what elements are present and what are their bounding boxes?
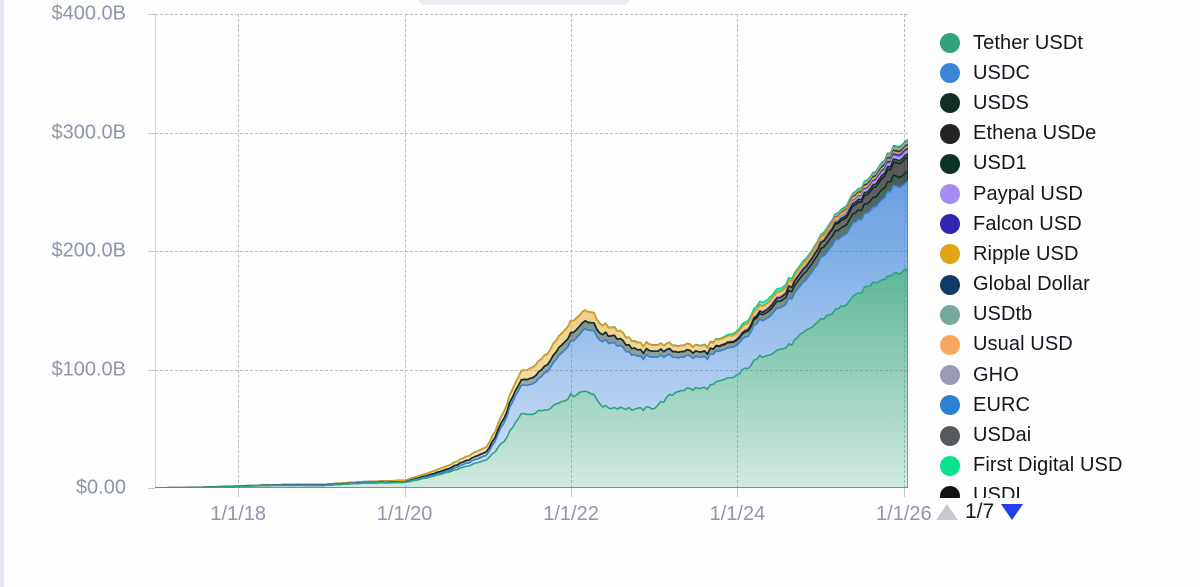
left-edge-strip xyxy=(0,0,4,587)
legend-color-dot xyxy=(940,425,960,446)
legend-item[interactable]: Tether USDt xyxy=(940,28,1190,58)
legend-color-dot xyxy=(940,274,960,295)
legend-item-label: USDS xyxy=(973,91,1029,114)
legend-item-label: USDai xyxy=(973,424,1032,447)
legend-item[interactable]: USDS xyxy=(940,88,1190,118)
x-tick-label: 1/1/18 xyxy=(210,503,267,525)
legend-item-label: Global Dollar xyxy=(973,273,1090,296)
legend-item-label: Falcon USD xyxy=(973,212,1082,235)
legend-item[interactable]: USDtb xyxy=(940,300,1190,330)
legend-item[interactable]: GHO xyxy=(940,360,1190,390)
legend-item-label: GHO xyxy=(973,363,1019,386)
x-tick-mark xyxy=(571,488,573,497)
clipped-toolbar-chip[interactable] xyxy=(418,0,630,5)
gridline-horizontal xyxy=(155,251,908,252)
x-axis-labels: 1/1/18 1/1/20 1/1/22 1/1/24 1/1/26 xyxy=(155,503,931,533)
x-tick-mark xyxy=(903,488,905,497)
gridline-vertical xyxy=(737,14,739,488)
gridline-horizontal xyxy=(155,14,908,15)
legend-page-indicator: 1/7 xyxy=(965,500,995,523)
plot-area[interactable] xyxy=(148,14,908,497)
y-tick-label: $300.0B xyxy=(51,121,126,143)
legend-color-dot xyxy=(940,304,960,325)
legend-item[interactable]: USD1 xyxy=(940,149,1190,179)
y-tick-mark xyxy=(148,132,155,134)
legend-color-dot xyxy=(940,153,960,174)
legend-item-label: USD1 xyxy=(973,152,1027,175)
legend-item[interactable]: Falcon USD xyxy=(940,209,1190,239)
triangle-up-icon[interactable] xyxy=(936,504,958,520)
legend-color-dot xyxy=(940,33,960,54)
legend-item-label: EURC xyxy=(973,393,1031,416)
x-tick-label: 1/1/22 xyxy=(543,503,599,525)
legend-item[interactable]: Ripple USD xyxy=(940,239,1190,269)
gridline-vertical xyxy=(404,14,406,488)
area-series xyxy=(155,268,908,488)
x-tick-label: 1/1/24 xyxy=(709,503,766,525)
y-tick-label: $200.0B xyxy=(51,239,126,262)
legend-item[interactable]: USDC xyxy=(940,58,1190,88)
legend-color-dot xyxy=(940,244,960,265)
legend-item[interactable]: Usual USD xyxy=(940,330,1190,360)
gridline-vertical xyxy=(571,14,573,488)
legend-item-label: Paypal USD xyxy=(973,182,1083,205)
y-tick-mark xyxy=(148,369,155,371)
x-tick-mark xyxy=(737,488,739,497)
legend-color-dot xyxy=(940,395,960,416)
legend-item-label: USDtb xyxy=(973,303,1033,326)
y-tick-mark xyxy=(148,488,155,489)
legend-color-dot xyxy=(940,123,960,144)
legend-color-dot xyxy=(940,214,960,235)
legend-color-dot xyxy=(940,63,960,84)
legend-item-label: First Digital USD xyxy=(973,454,1123,477)
legend-pagination[interactable]: 1/7 xyxy=(936,500,1024,524)
gridline-vertical xyxy=(238,14,240,488)
gridline-horizontal xyxy=(155,132,908,134)
legend-item-label: Usual USD xyxy=(973,333,1073,356)
legend-item-label: Tether USDt xyxy=(973,31,1084,54)
legend-item[interactable]: EURC xyxy=(940,390,1190,420)
legend-item-label: USDL xyxy=(973,484,1027,498)
y-tick-label: $400.0B xyxy=(51,2,126,25)
y-tick-mark xyxy=(148,251,155,252)
x-tick-mark xyxy=(404,488,406,497)
legend-color-dot xyxy=(940,365,960,386)
legend-color-dot xyxy=(940,455,960,476)
x-tick-label: 1/1/26 xyxy=(876,503,932,525)
y-tick-label: $100.0B xyxy=(51,358,126,380)
x-tick-mark xyxy=(238,488,240,497)
y-tick-mark xyxy=(148,14,155,15)
legend-color-dot xyxy=(940,485,960,498)
legend-item[interactable]: First Digital USD xyxy=(940,451,1190,481)
legend[interactable]: Tether USDt USDC USDS Ethena USDe USD1 Paypal… xyxy=(940,28,1190,498)
legend-color-dot xyxy=(940,334,960,355)
legend-item-label: USDC xyxy=(973,61,1031,84)
legend-item-label: Ethena USDe xyxy=(973,122,1097,145)
triangle-down-icon[interactable] xyxy=(1001,504,1024,520)
legend-item[interactable]: Ethena USDe xyxy=(940,119,1190,149)
legend-item-label: Ripple USD xyxy=(973,242,1079,265)
y-tick-label: $0.00 xyxy=(75,476,126,499)
legend-item[interactable]: Paypal USD xyxy=(940,179,1190,209)
legend-item[interactable]: Global Dollar xyxy=(940,270,1190,300)
stacked-area-series xyxy=(155,139,908,488)
legend-item[interactable]: USDai xyxy=(940,420,1190,450)
legend-color-dot xyxy=(940,93,960,114)
x-tick-label: 1/1/20 xyxy=(376,503,433,525)
legend-color-dot xyxy=(940,184,960,205)
legend-item[interactable]: USDL xyxy=(940,481,1190,498)
